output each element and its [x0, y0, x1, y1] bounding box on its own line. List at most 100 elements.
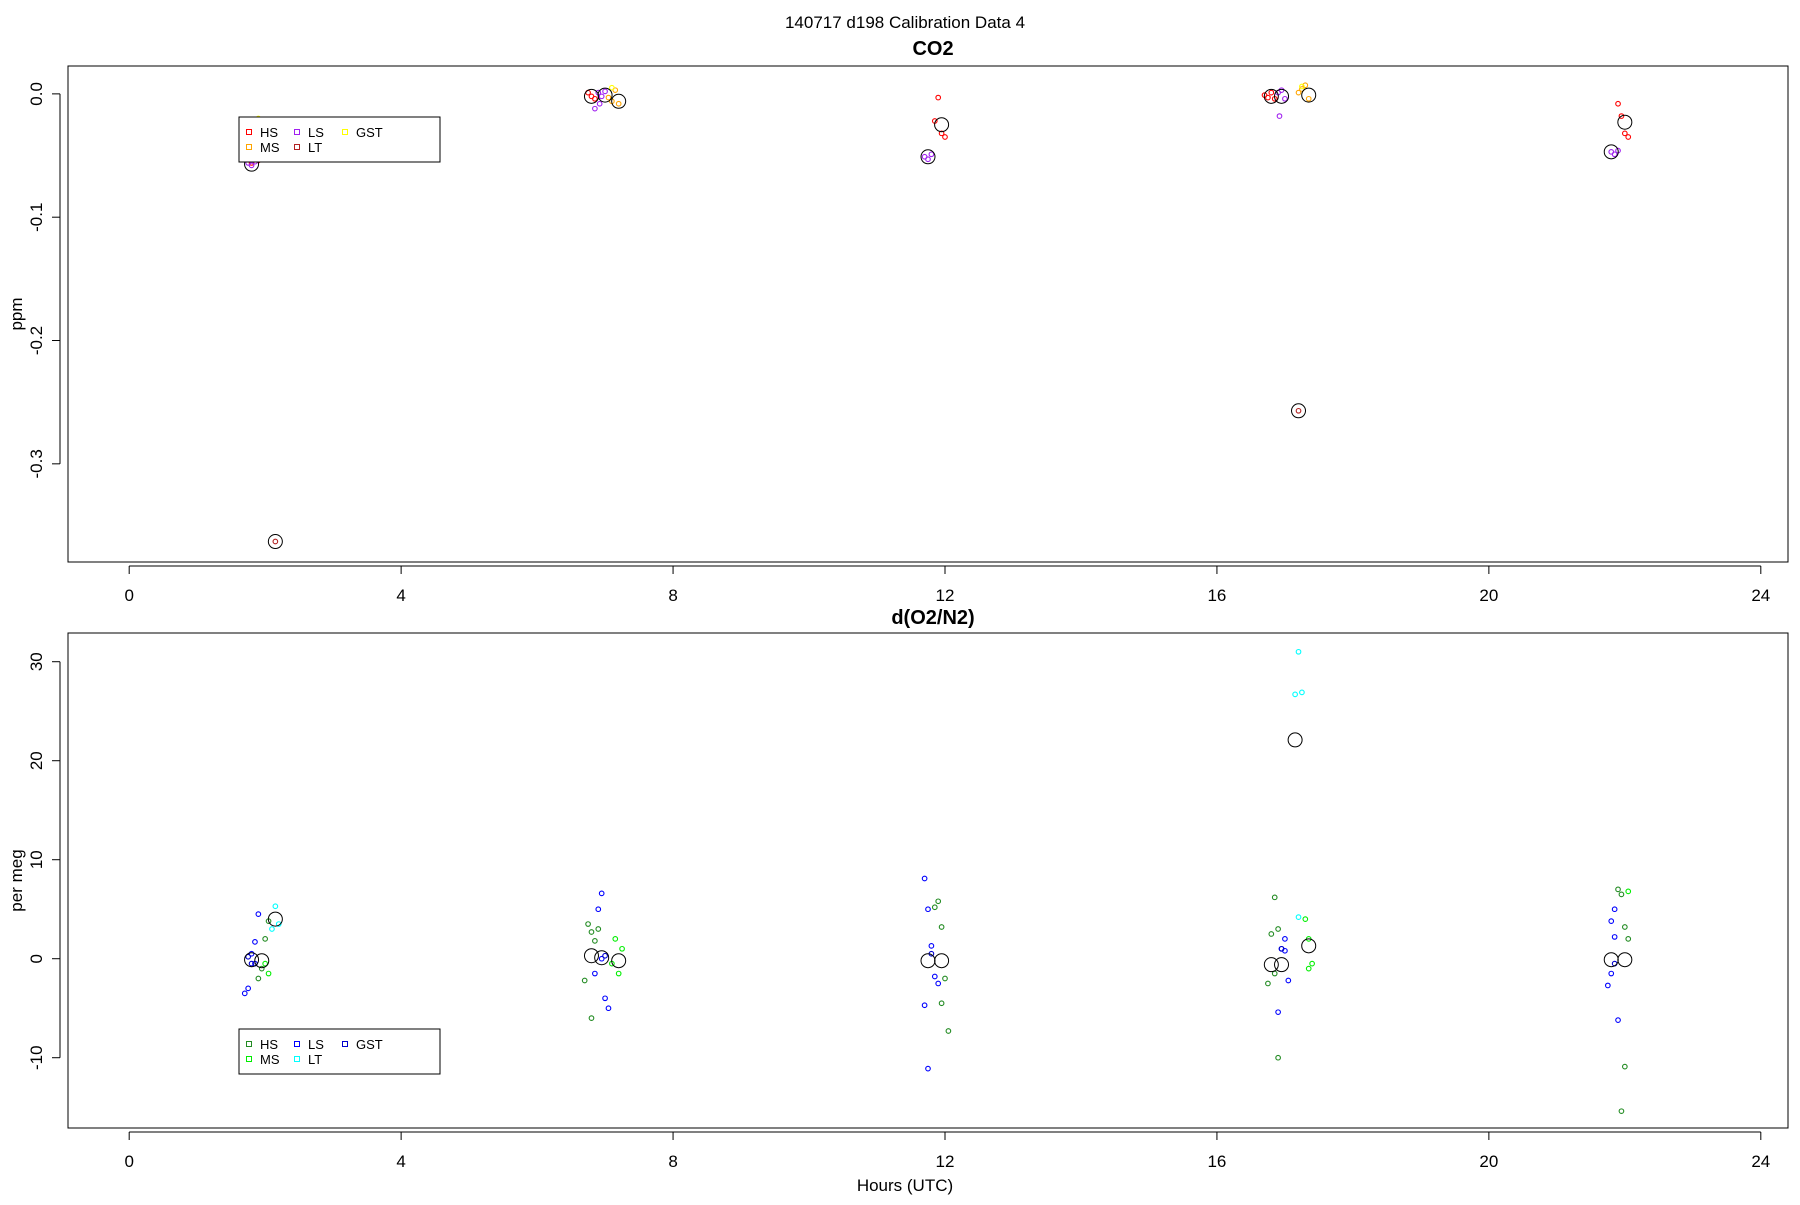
mean-point	[583, 948, 599, 964]
data-point-ls	[1278, 87, 1285, 94]
data-point-ls	[1282, 936, 1288, 942]
data-point-hs	[1621, 130, 1628, 137]
data-point-hs	[1271, 970, 1278, 977]
mean-point	[1263, 88, 1279, 104]
plot-frame	[67, 65, 1789, 563]
x-tick-label: 0	[124, 586, 133, 605]
x-axis-label: Hours (UTC)	[857, 1176, 953, 1195]
data-point-ms	[1295, 89, 1302, 96]
y-tick-label: 30	[27, 652, 46, 671]
data-point-gst	[609, 84, 615, 91]
data-point-ms	[615, 970, 622, 977]
mean-point	[1603, 952, 1619, 968]
data-point-hs	[938, 130, 945, 137]
data-point-lt	[1299, 689, 1305, 696]
data-point-hs	[942, 134, 948, 140]
data-point-ms	[1302, 916, 1309, 922]
data-point-ls	[255, 911, 262, 918]
x-tick-label: 0	[124, 1152, 133, 1171]
data-point-hs	[1621, 924, 1628, 930]
data-point-gst	[1299, 83, 1305, 90]
mean-point	[1617, 952, 1633, 968]
mean-point	[254, 953, 270, 969]
data-point-ls	[1611, 151, 1618, 158]
data-point-ls	[1611, 906, 1618, 913]
legend-symbol	[342, 1041, 348, 1047]
legend-label: HS	[260, 125, 278, 140]
y-tick-label: -0.3	[27, 449, 46, 478]
data-point-ms	[605, 94, 612, 101]
legend-symbol	[294, 129, 300, 135]
x-tick-label: 16	[1207, 586, 1226, 605]
panel-title: CO2	[912, 38, 953, 60]
data-point-gst	[248, 960, 255, 967]
legend-label: MS	[260, 1052, 280, 1067]
legend-label: LS	[308, 125, 324, 140]
data-point-hs	[1618, 113, 1625, 119]
data-point-ms	[615, 100, 622, 107]
data-point-ls	[598, 93, 605, 100]
mean-point	[920, 149, 936, 165]
y-tick-label: -0.2	[27, 326, 46, 355]
mean-point	[1274, 88, 1290, 104]
data-point-ls	[605, 1005, 612, 1012]
legend-label: MS	[260, 140, 280, 155]
data-point-hs	[1625, 134, 1632, 140]
o2n2-panel: d(O2/N2) per meg 0 4 8 12 16 20 24 30 20 10 0 -10 HSMS…	[7, 607, 1789, 1171]
data-point-ms	[1305, 965, 1312, 972]
data-point-ls	[602, 88, 608, 95]
data-point-lt	[1295, 914, 1302, 920]
data-point-lt	[1292, 691, 1298, 698]
data-point-gst	[602, 952, 608, 959]
data-point-hs	[938, 1000, 945, 1007]
mean-point	[611, 93, 627, 109]
y-axis-label: per meg	[7, 849, 26, 911]
data-point-gst	[245, 953, 252, 960]
legend-symbol	[246, 1056, 252, 1062]
data-point-ls	[1608, 918, 1615, 924]
data-point-hs	[1268, 89, 1275, 96]
data-point-lt	[272, 903, 279, 910]
y-tick-label: 10	[27, 850, 46, 869]
x-tick-label: 20	[1479, 586, 1498, 605]
mean-point	[611, 953, 627, 969]
data-point-hs	[262, 936, 269, 942]
legend-symbol	[246, 129, 252, 135]
data-point-ms	[1625, 888, 1632, 895]
panel-title: d(O2/N2)	[891, 607, 974, 629]
data-point-hs	[942, 975, 948, 982]
data-point-ls	[928, 151, 935, 158]
legend-symbol	[246, 1041, 252, 1047]
data-point-ls	[245, 985, 252, 992]
x-tick-label: 20	[1479, 1152, 1498, 1171]
legend-symbol	[294, 1041, 300, 1047]
data-point-hs	[945, 1028, 952, 1034]
data-point-ls	[248, 950, 255, 957]
y-axis-label: ppm	[7, 297, 26, 330]
data-point-ls	[1608, 970, 1615, 977]
data-point-hs	[1615, 100, 1621, 107]
data-point-ms	[1309, 960, 1315, 967]
data-point-ls	[248, 162, 255, 169]
y-tick-label: 20	[27, 751, 46, 770]
data-point-ms	[265, 970, 272, 977]
data-point-hs	[1275, 1054, 1281, 1061]
data-point-lt	[1295, 648, 1302, 655]
mean-point	[1274, 957, 1290, 973]
data-point-ls	[1276, 113, 1283, 119]
x-tick-label: 16	[1207, 1152, 1226, 1171]
mean-point	[594, 950, 610, 966]
data-point-hs	[1265, 94, 1271, 101]
data-point-ls	[596, 100, 603, 107]
data-point-ms	[262, 960, 269, 967]
data-point-ls	[1275, 1009, 1281, 1016]
legend-label: HS	[260, 1037, 278, 1052]
legend-label: LT	[308, 1052, 322, 1067]
plot-frame	[67, 632, 1789, 1129]
data-point-ls	[598, 890, 605, 897]
data-point-ls	[595, 906, 602, 913]
legend-label: LT	[308, 140, 322, 155]
data-point-lt	[1295, 407, 1302, 414]
data-point-ms	[612, 936, 619, 942]
mean-point	[1617, 114, 1633, 130]
